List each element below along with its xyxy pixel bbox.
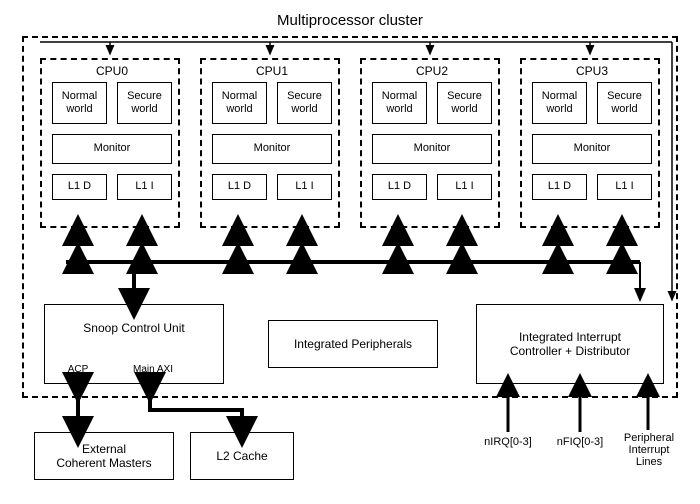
monitor-3: Monitor	[532, 134, 652, 164]
diagram-title: Multiprocessor cluster	[0, 12, 700, 29]
l1i-3: L1 I	[597, 174, 652, 200]
ext-masters-label: External Coherent Masters	[56, 442, 151, 471]
intc-label: Integrated Interrupt Controller + Distri…	[510, 330, 630, 359]
normal-world-3: Normal world	[532, 82, 587, 124]
cpu-title-1: CPU1	[202, 64, 342, 78]
scu-label: Snoop Control Unit	[83, 321, 184, 335]
intc-box: Integrated Interrupt Controller + Distri…	[476, 304, 664, 384]
cpu-title-3: CPU3	[522, 64, 662, 78]
diagram-canvas: Multiprocessor cluster CPU0Normal worldS…	[0, 0, 700, 504]
l2-label: L2 Cache	[216, 449, 267, 463]
cpu-box-0: CPU0 Normal worldSecure world Monitor L1 D L…	[40, 58, 180, 228]
peripherals-box: Integrated Peripherals	[268, 320, 438, 368]
peripherals-label: Integrated Peripherals	[294, 337, 412, 351]
l2-box: L2 Cache	[190, 432, 294, 480]
plines-label: Peripheral Interrupt Lines	[616, 432, 682, 468]
l1d-0: L1 D	[52, 174, 107, 200]
l1d-1: L1 D	[212, 174, 267, 200]
cpu-box-2: CPU2 Normal worldSecure world Monitor L1 D L…	[360, 58, 500, 228]
cpu-title-0: CPU0	[42, 64, 182, 78]
secure-world-2: Secure world	[437, 82, 492, 124]
nfiq-label: nFIQ[0-3]	[548, 436, 612, 448]
scu-acp-label: ACP	[58, 364, 98, 375]
monitor-1: Monitor	[212, 134, 332, 164]
l1i-0: L1 I	[117, 174, 172, 200]
cpu-box-3: CPU3 Normal worldSecure world Monitor L1 D L…	[520, 58, 660, 228]
monitor-0: Monitor	[52, 134, 172, 164]
l1i-2: L1 I	[437, 174, 492, 200]
secure-world-0: Secure world	[117, 82, 172, 124]
normal-world-1: Normal world	[212, 82, 267, 124]
nirq-label: nIRQ[0-3]	[476, 436, 540, 448]
cpu-box-1: CPU1 Normal worldSecure world Monitor L1 D L…	[200, 58, 340, 228]
monitor-2: Monitor	[372, 134, 492, 164]
scu-axi-label: Main AXI	[118, 364, 188, 375]
secure-world-1: Secure world	[277, 82, 332, 124]
secure-world-3: Secure world	[597, 82, 652, 124]
normal-world-0: Normal world	[52, 82, 107, 124]
l1d-2: L1 D	[372, 174, 427, 200]
normal-world-2: Normal world	[372, 82, 427, 124]
ext-masters-box: External Coherent Masters	[34, 432, 174, 480]
cpu-title-2: CPU2	[362, 64, 502, 78]
l1d-3: L1 D	[532, 174, 587, 200]
l1i-1: L1 I	[277, 174, 332, 200]
